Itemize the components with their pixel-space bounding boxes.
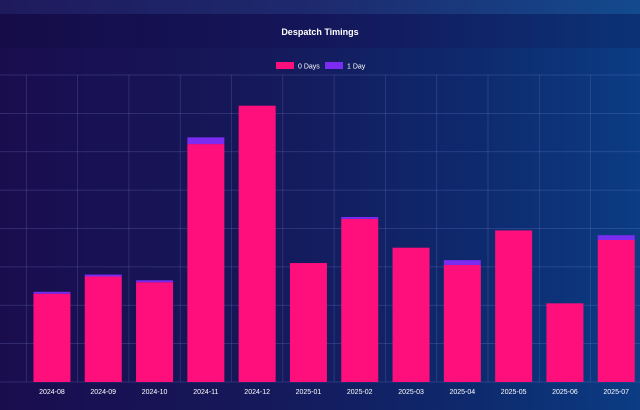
- legend-swatch-1-day[interactable]: [325, 62, 343, 69]
- x-tick-label: 2024-11: [193, 389, 218, 396]
- x-tick-label: 2024-12: [244, 389, 270, 396]
- bar-0-days: [289, 263, 327, 382]
- bar-0-days: [33, 293, 71, 382]
- bar-0-days: [392, 247, 430, 382]
- bar-0-days: [443, 264, 481, 382]
- bar-0-days: [495, 230, 533, 382]
- bar-0-days: [546, 303, 584, 382]
- bar-1-day: [341, 216, 379, 219]
- x-tick-label: 2025-03: [398, 389, 424, 396]
- bar-1-day: [33, 291, 71, 294]
- bar-1-day: [84, 274, 122, 277]
- top-band: [0, 0, 640, 14]
- bar-0-days: [597, 240, 635, 382]
- bar-0-days: [84, 276, 122, 382]
- x-tick-label: 2024-08: [39, 389, 65, 396]
- bar-0-days: [341, 218, 379, 382]
- bar-1-day: [443, 260, 481, 265]
- bar-1-day: [597, 235, 635, 241]
- legend: 0 Days 1 Day: [276, 62, 366, 71]
- legend-swatch-0-days[interactable]: [276, 62, 294, 69]
- x-tick-label: 2025-02: [347, 389, 373, 396]
- x-tick-label: 2025-04: [449, 389, 475, 396]
- chart-title: Despatch Timings: [281, 27, 359, 37]
- x-tick-label: 2025-06: [552, 389, 578, 396]
- x-tick-label: 2024-10: [142, 389, 168, 396]
- x-tick-label: 2025-07: [603, 389, 629, 396]
- bars-group: [33, 105, 635, 382]
- x-tick-label: 2025-01: [296, 389, 322, 396]
- x-tick-label: 2024-09: [90, 389, 116, 396]
- legend-label-1-day[interactable]: 1 Day: [347, 64, 366, 71]
- header-band: [0, 14, 640, 48]
- bar-0-days: [136, 282, 174, 382]
- bar-1-day: [136, 280, 174, 283]
- bar-1-day: [187, 137, 225, 145]
- x-tick-label: 2025-05: [501, 389, 527, 396]
- bar-0-days: [238, 105, 276, 382]
- bar-0-days: [187, 144, 225, 382]
- x-axis-ticks: 2024-08 2024-09 2024-10 2024-11 2024-12 2025-…: [39, 389, 629, 396]
- legend-label-0-days[interactable]: 0 Days: [298, 64, 320, 71]
